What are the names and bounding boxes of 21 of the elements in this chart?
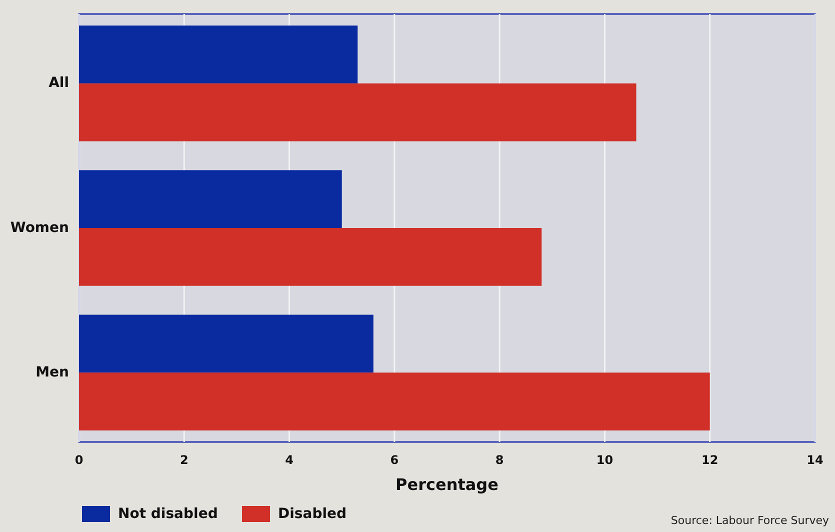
x-tick-label: 4 [285,453,294,467]
legend-label: Not disabled [118,506,218,522]
bar [79,228,542,286]
x-tick-label: 10 [596,453,614,467]
legend-label: Disabled [278,506,347,522]
y-tick-label: Men [36,364,69,380]
bar [79,372,710,430]
y-tick-label: Women [10,220,69,236]
x-axis-title: Percentage [396,475,499,494]
x-tick-label: 14 [806,453,824,467]
bar [79,83,636,142]
x-tick-label: 0 [74,453,84,467]
source-note: Source: Labour Force Survey [670,514,830,527]
x-tick-label: 12 [702,453,718,467]
bar [79,314,374,373]
bar [79,170,342,228]
x-tick-label: 6 [390,453,399,467]
y-tick-label: All [48,75,69,92]
x-tick-label: 2 [180,453,188,467]
bar [79,26,358,84]
x-tick-label: 8 [495,453,504,467]
